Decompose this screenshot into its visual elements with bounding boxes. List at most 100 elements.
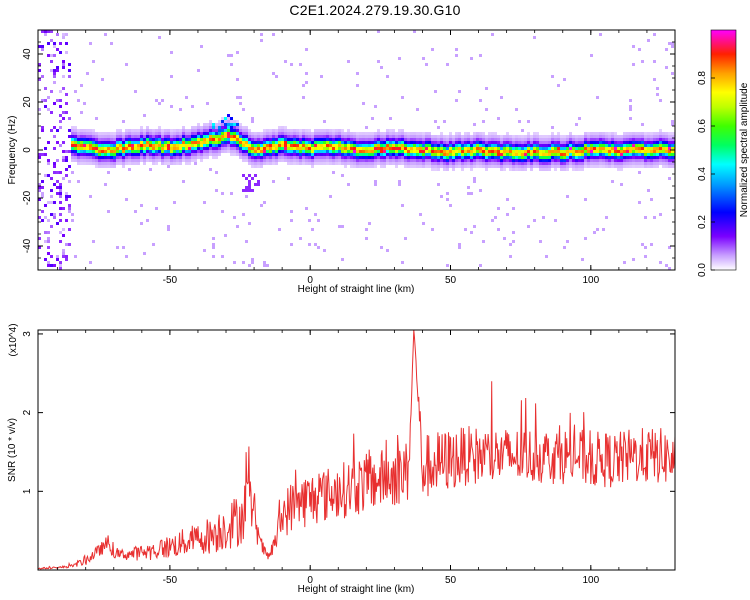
heatmap-cell [182, 135, 185, 138]
heatmap-cell [473, 123, 476, 126]
heatmap-cell [182, 126, 185, 129]
heatmap-cell [527, 165, 530, 168]
heatmap-cell [284, 126, 287, 129]
heatmap-cell [590, 54, 593, 57]
heatmap-cell [470, 138, 473, 141]
heatmap-cell [50, 177, 53, 180]
heatmap-cell [170, 162, 173, 165]
heatmap-cell [614, 159, 617, 162]
heatmap-cell [272, 129, 275, 132]
heatmap-cell [434, 144, 437, 147]
heatmap-cell [95, 138, 98, 141]
heatmap-cell [128, 162, 131, 165]
heatmap-cell [350, 153, 353, 156]
heatmap-cell [365, 141, 368, 144]
heatmap-cell [119, 132, 122, 135]
heatmap-cell [248, 189, 251, 192]
heatmap-cell [161, 144, 164, 147]
heatmap-cell [293, 150, 296, 153]
heatmap-cell [410, 147, 413, 150]
heatmap-cell [182, 180, 185, 183]
heatmap-cell [308, 129, 311, 132]
heatmap-cell [491, 219, 494, 222]
heatmap-cell [146, 135, 149, 138]
heatmap-cell [266, 141, 269, 144]
heatmap-cell [56, 159, 59, 162]
heatmap-cell [482, 165, 485, 168]
heatmap-cell [266, 138, 269, 141]
heatmap-cell [320, 138, 323, 141]
heatmap-cell [59, 120, 62, 123]
heatmap-cell [299, 141, 302, 144]
heatmap-cell [56, 258, 59, 261]
heatmap-cell [275, 135, 278, 138]
heatmap-cell [590, 141, 593, 144]
heatmap-cell [617, 138, 620, 141]
heatmap-cell [101, 150, 104, 153]
heatmap-cell [659, 261, 662, 264]
heatmap-cell [293, 156, 296, 159]
heatmap-cell [467, 162, 470, 165]
heatmap-cell [380, 66, 383, 69]
heatmap-cell [92, 129, 95, 132]
heatmap-cell [539, 162, 542, 165]
heatmap-cell [572, 144, 575, 147]
heatmap-cell [80, 153, 83, 156]
heatmap-cell [272, 150, 275, 153]
heatmap-cell [62, 150, 65, 153]
heatmap-cell [401, 96, 404, 99]
heatmap-cell [185, 147, 188, 150]
heatmap-cell [647, 189, 650, 192]
heatmap-cell [77, 99, 80, 102]
heatmap-cell [254, 132, 257, 135]
heatmap-cell [422, 162, 425, 165]
heatmap-cell [647, 156, 650, 159]
heatmap-cell [341, 162, 344, 165]
heatmap-cell [431, 168, 434, 171]
heatmap-cell [497, 159, 500, 162]
heatmap-cell [257, 156, 260, 159]
heatmap-cell [167, 129, 170, 132]
heatmap-cell [614, 162, 617, 165]
heatmap-cell [659, 132, 662, 135]
heatmap-cell [542, 153, 545, 156]
heatmap-cell [170, 156, 173, 159]
heatmap-cell [365, 150, 368, 153]
heatmap-cell [590, 132, 593, 135]
heatmap-cell [317, 138, 320, 141]
heatmap-cell [416, 138, 419, 141]
heatmap-cell [542, 147, 545, 150]
heatmap-cell [641, 165, 644, 168]
heatmap-cell [89, 144, 92, 147]
heatmap-cell [515, 144, 518, 147]
heatmap-cell [560, 153, 563, 156]
heatmap-cell [44, 204, 47, 207]
heatmap-cell [590, 153, 593, 156]
heatmap-cell [53, 102, 56, 105]
heatmap-cell [44, 105, 47, 108]
heatmap-cell [311, 150, 314, 153]
heatmap-cell [599, 156, 602, 159]
heatmap-cell [386, 138, 389, 141]
heatmap-cell [230, 120, 233, 123]
heatmap-cell [221, 147, 224, 150]
heatmap-cell [251, 150, 254, 153]
heatmap-cell [524, 159, 527, 162]
heatmap-cell [638, 132, 641, 135]
heatmap-cell [155, 144, 158, 147]
heatmap-cell [449, 150, 452, 153]
heatmap-cell [341, 138, 344, 141]
heatmap-cell [251, 132, 254, 135]
heatmap-cell [503, 138, 506, 141]
heatmap-cell [221, 126, 224, 129]
heatmap-cell [323, 147, 326, 150]
heatmap-cell [641, 135, 644, 138]
heatmap-cell [440, 156, 443, 159]
heatmap-cell [551, 156, 554, 159]
heatmap-cell [656, 135, 659, 138]
heatmap-cell [326, 135, 329, 138]
heatmap-cell [440, 195, 443, 198]
heatmap-cell [527, 144, 530, 147]
heatmap-cell [305, 153, 308, 156]
heatmap-cell [629, 99, 632, 102]
